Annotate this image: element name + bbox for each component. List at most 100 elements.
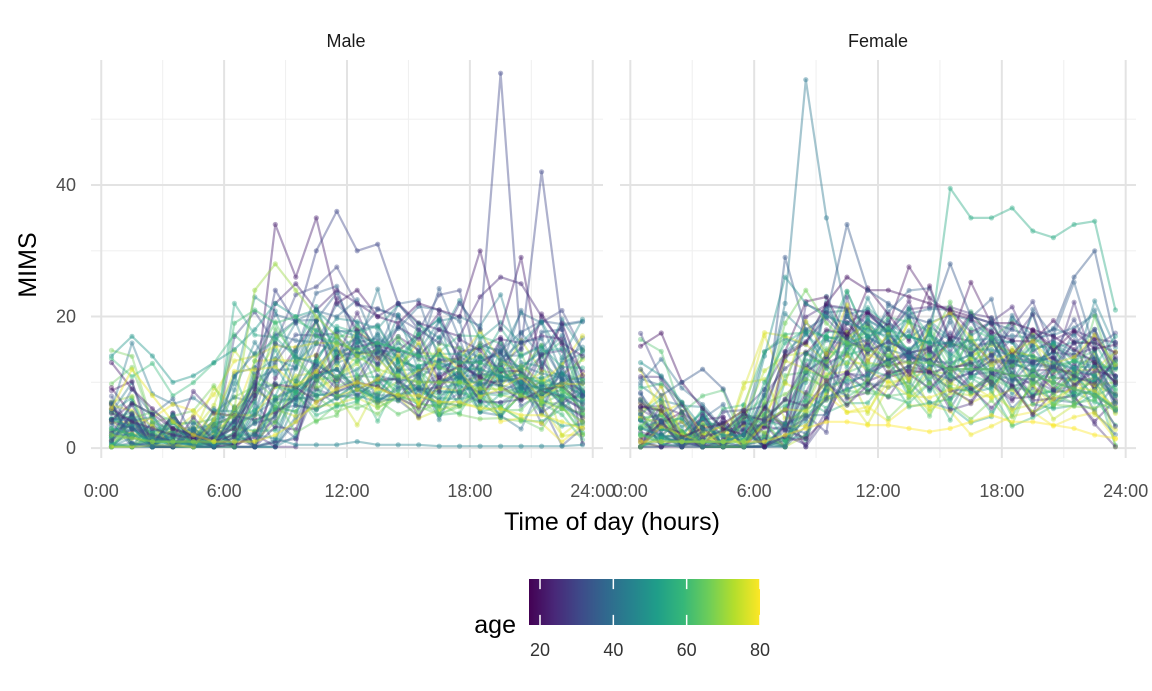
data-point (149, 438, 155, 444)
data-point (231, 432, 237, 438)
data-point (1030, 298, 1036, 305)
data-point (968, 419, 974, 425)
data-point (170, 442, 176, 448)
data-point (1050, 363, 1056, 369)
data-point (313, 373, 319, 379)
data-point (741, 420, 747, 426)
data-point (334, 336, 340, 342)
data-point (518, 415, 524, 421)
data-point (1112, 349, 1118, 356)
data-point (658, 420, 664, 426)
data-point (108, 444, 115, 450)
data-point (927, 357, 933, 363)
data-point (518, 383, 524, 389)
data-point (720, 443, 726, 449)
data-point (498, 361, 504, 367)
data-point (885, 323, 891, 329)
data-point (906, 425, 912, 431)
data-point (823, 378, 830, 384)
data-point (498, 414, 504, 421)
data-point (457, 402, 463, 408)
data-point (579, 354, 586, 360)
participant-line (110, 309, 583, 448)
data-point (395, 379, 401, 385)
data-point (579, 396, 586, 402)
data-point (313, 308, 319, 314)
data-point (823, 320, 830, 326)
data-point (906, 351, 912, 357)
data-point (700, 410, 706, 416)
data-point (1092, 396, 1098, 402)
data-point (498, 373, 504, 379)
data-point (968, 355, 974, 361)
data-point (354, 338, 360, 345)
data-point (190, 429, 196, 435)
data-point (844, 341, 850, 347)
data-point (293, 383, 299, 389)
data-point (293, 444, 299, 450)
data-point (700, 444, 706, 450)
data-point (968, 352, 974, 358)
data-point (477, 336, 483, 342)
data-point (885, 327, 891, 333)
data-point (947, 395, 953, 401)
data-point (477, 373, 483, 379)
data-point (211, 434, 217, 440)
data-point (1009, 315, 1015, 321)
data-point (231, 426, 237, 432)
data-point (190, 443, 196, 449)
data-point (416, 393, 422, 400)
data-point (927, 385, 933, 391)
data-point (658, 412, 664, 418)
data-point (579, 389, 586, 395)
data-point (782, 358, 788, 364)
data-point (782, 444, 788, 450)
data-point (638, 440, 644, 446)
data-point (579, 377, 586, 383)
data-point (170, 427, 176, 433)
data-point (416, 442, 422, 448)
data-point (395, 324, 401, 330)
data-point (1112, 378, 1118, 384)
data-point (395, 398, 401, 404)
data-point (190, 444, 196, 450)
data-point (170, 444, 176, 450)
data-point (231, 374, 237, 380)
data-point (1112, 444, 1118, 450)
data-point (559, 402, 565, 408)
data-point (149, 434, 155, 441)
data-point (968, 375, 974, 381)
data-point (988, 329, 995, 335)
data-point (1092, 248, 1098, 254)
data-point (293, 402, 299, 408)
data-point (252, 358, 258, 364)
data-point (906, 389, 912, 395)
y-axis-title: MIMS (14, 232, 42, 297)
data-point (988, 395, 995, 401)
data-point (190, 444, 196, 450)
data-point (190, 435, 196, 441)
data-point (211, 416, 217, 422)
data-point (272, 300, 278, 306)
data-point (108, 388, 115, 394)
data-point (720, 439, 726, 445)
data-point (149, 414, 155, 420)
data-point (354, 383, 360, 389)
data-point (457, 410, 463, 416)
data-point (313, 361, 319, 367)
data-point (457, 336, 463, 342)
data-point (1092, 367, 1098, 373)
data-point (844, 361, 850, 367)
data-point (354, 353, 360, 359)
data-point (190, 439, 196, 445)
data-point (436, 403, 442, 409)
data-point (720, 444, 726, 450)
data-point (354, 323, 360, 329)
data-point (354, 396, 360, 402)
data-point (354, 386, 360, 392)
data-point (518, 426, 524, 432)
data-point (395, 357, 401, 363)
data-point (375, 339, 381, 345)
data-point (885, 331, 891, 337)
data-point (782, 423, 788, 429)
